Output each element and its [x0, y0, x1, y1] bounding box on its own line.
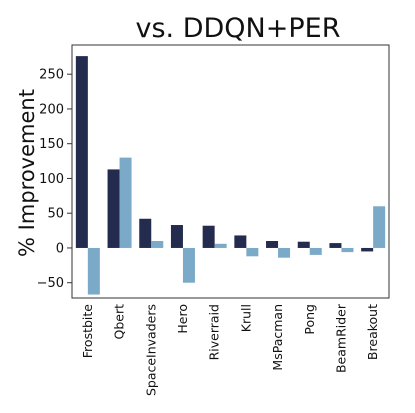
chart-title: vs. DDQN+PER: [136, 13, 341, 44]
y-tick-label: 150: [39, 137, 64, 152]
y-tick-label: 100: [39, 172, 64, 187]
bar-mspacman-series-2: [278, 247, 291, 258]
bar-qbert-series-1: [107, 169, 120, 248]
bar-frostbite-series-2: [87, 247, 100, 295]
x-tick-label: Pong: [302, 304, 317, 335]
x-tick-label: MsPacman: [270, 304, 285, 371]
y-tick-label: 200: [39, 102, 64, 117]
x-tick-label: Hero: [175, 304, 190, 334]
x-tick-label: Riverraid: [207, 304, 222, 360]
y-tick-label: 0: [56, 241, 64, 256]
bar-breakout-series-1: [361, 247, 374, 252]
bar-krull-series-2: [246, 247, 259, 257]
bar-pong-series-2: [309, 247, 322, 255]
y-axis-label: % Improvement: [15, 89, 39, 257]
bar-beamrider-series-2: [341, 247, 354, 253]
x-tick-label: BeamRider: [333, 303, 348, 373]
y-tick-label: −50: [37, 276, 64, 291]
x-tick-label: Qbert: [112, 304, 127, 340]
bar-hero-series-1: [170, 225, 183, 248]
bar-riverraid-series-1: [202, 225, 215, 248]
x-tick-label: Breakout: [365, 304, 380, 360]
bar-frostbite-series-1: [75, 56, 88, 248]
plot-frame: [71, 44, 390, 299]
bar-spaceinvaders-series-2: [151, 241, 164, 248]
bar-qbert-series-2: [119, 157, 132, 248]
x-tick-label: Krull: [238, 304, 253, 332]
bar-breakout-series-2: [373, 206, 386, 248]
bar-beamrider-series-1: [329, 243, 342, 248]
bar-spaceinvaders-series-1: [139, 218, 152, 248]
bar-mspacman-series-1: [266, 241, 279, 248]
bar-pong-series-1: [297, 241, 310, 248]
plot-area: −50 0 50 100 150 200 250 Frostbite Qbert SpaceInv…: [37, 44, 390, 396]
y-tick-label: 250: [39, 68, 64, 83]
bar-krull-series-1: [234, 235, 247, 248]
bar-hero-series-2: [182, 247, 195, 283]
x-tick-label: Frostbite: [80, 304, 95, 359]
bar-riverraid-series-2: [214, 243, 227, 248]
x-tick-label: SpaceInvaders: [143, 304, 158, 396]
y-tick-label: 50: [47, 207, 64, 222]
